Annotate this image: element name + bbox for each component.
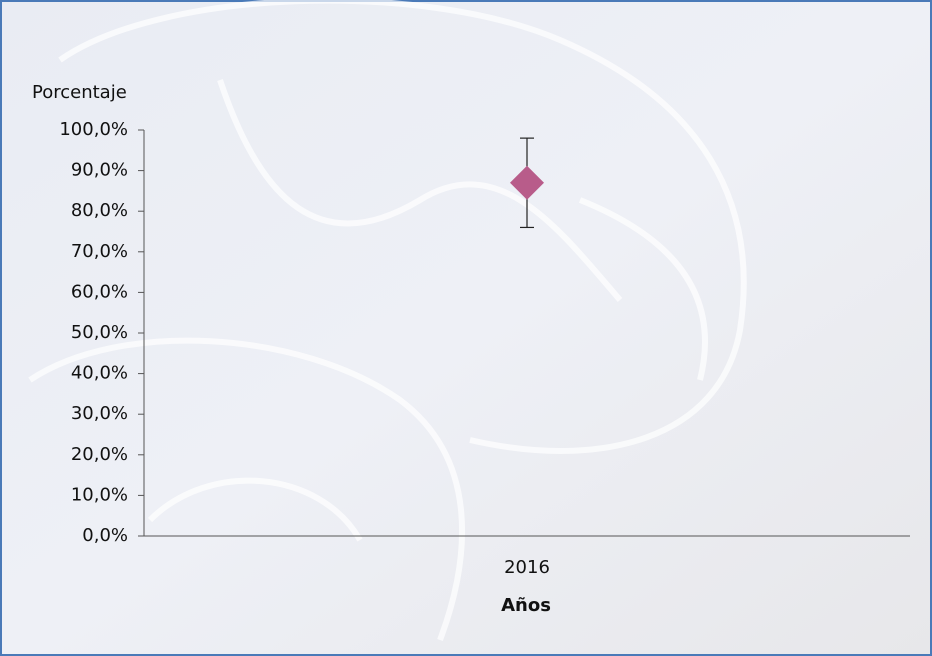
y-tick-label: 20,0%	[71, 444, 128, 465]
y-tick-label: 50,0%	[71, 322, 128, 343]
y-tick-label: 0,0%	[82, 525, 128, 546]
y-tick-label: 30,0%	[71, 403, 128, 424]
x-tick-label: 2016	[504, 557, 550, 578]
y-tick-label: 10,0%	[71, 484, 128, 505]
y-tick-label: 90,0%	[71, 160, 128, 181]
y-tick-label: 100,0%	[59, 119, 128, 140]
marker	[510, 165, 544, 200]
y-tick-label: 40,0%	[71, 363, 128, 384]
x-axis-title: Años	[501, 595, 551, 616]
y-axis-title: Porcentaje	[32, 82, 127, 103]
y-tick-label: 70,0%	[71, 241, 128, 262]
y-tick-label: 60,0%	[71, 281, 128, 302]
y-tick-label: 80,0%	[71, 200, 128, 221]
decoration	[28, 0, 747, 642]
